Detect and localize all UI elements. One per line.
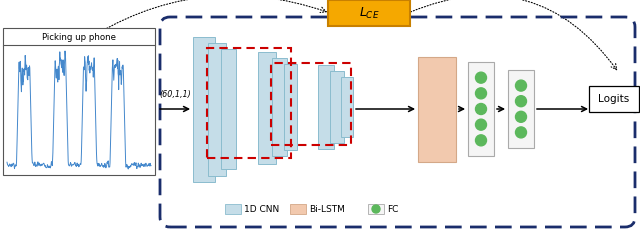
Text: (60,1,1): (60,1,1) <box>159 90 191 99</box>
Circle shape <box>515 111 527 122</box>
Circle shape <box>515 96 527 107</box>
Text: Logits: Logits <box>598 94 630 104</box>
Text: FC: FC <box>387 204 398 213</box>
FancyBboxPatch shape <box>284 64 297 150</box>
FancyBboxPatch shape <box>225 204 241 214</box>
FancyBboxPatch shape <box>589 86 639 112</box>
FancyBboxPatch shape <box>290 204 306 214</box>
FancyBboxPatch shape <box>272 58 287 156</box>
FancyBboxPatch shape <box>508 70 534 148</box>
Circle shape <box>476 88 486 99</box>
Circle shape <box>476 119 486 130</box>
Text: $\mathit{L}_{CE}$: $\mathit{L}_{CE}$ <box>358 5 380 21</box>
Text: Picking up phone: Picking up phone <box>42 33 116 41</box>
Text: 1D CNN: 1D CNN <box>244 204 279 213</box>
FancyBboxPatch shape <box>221 49 236 169</box>
FancyBboxPatch shape <box>208 43 226 176</box>
Circle shape <box>372 205 380 213</box>
Text: Bi-LSTM: Bi-LSTM <box>309 204 345 213</box>
Circle shape <box>515 80 527 91</box>
Circle shape <box>515 127 527 138</box>
FancyBboxPatch shape <box>368 204 384 214</box>
FancyBboxPatch shape <box>3 28 155 46</box>
FancyBboxPatch shape <box>3 45 155 175</box>
FancyBboxPatch shape <box>318 65 334 149</box>
FancyBboxPatch shape <box>341 77 353 137</box>
Circle shape <box>476 104 486 114</box>
Circle shape <box>476 135 486 146</box>
FancyBboxPatch shape <box>330 71 344 143</box>
Circle shape <box>476 72 486 83</box>
FancyBboxPatch shape <box>468 62 494 156</box>
FancyBboxPatch shape <box>418 57 456 162</box>
FancyBboxPatch shape <box>258 52 276 164</box>
FancyBboxPatch shape <box>328 0 410 26</box>
FancyBboxPatch shape <box>193 37 215 182</box>
